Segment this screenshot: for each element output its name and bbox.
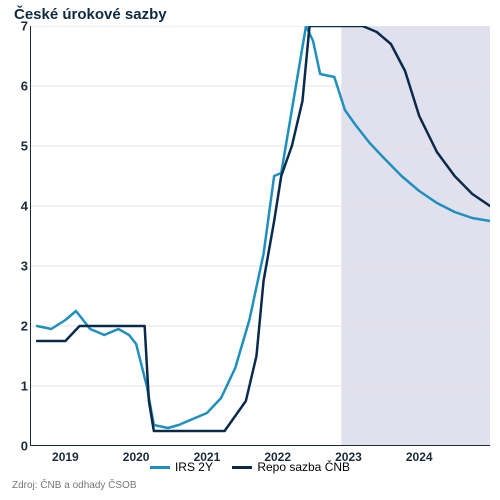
y-tick: 0: [4, 439, 28, 454]
y-tick: 4: [4, 199, 28, 214]
forecast-band: [341, 26, 490, 446]
legend-swatch-repo: [232, 466, 252, 469]
chart-title: České úrokové sazby: [14, 6, 167, 23]
legend: IRS 2Y Repo sazba ČNB: [0, 460, 500, 474]
legend-item-irs: IRS 2Y: [150, 460, 213, 474]
y-tick: 3: [4, 259, 28, 274]
source-text: Zdroj: ČNB a odhady ČSOB: [12, 480, 137, 491]
chart-plot: [30, 26, 490, 446]
y-tick: 5: [4, 139, 28, 154]
legend-label-repo: Repo sazba ČNB: [257, 460, 350, 474]
legend-swatch-irs: [150, 466, 170, 469]
y-tick: 2: [4, 319, 28, 334]
y-tick: 1: [4, 379, 28, 394]
legend-label-irs: IRS 2Y: [175, 460, 213, 474]
legend-item-repo: Repo sazba ČNB: [232, 460, 350, 474]
y-tick: 7: [4, 19, 28, 34]
y-tick: 6: [4, 79, 28, 94]
